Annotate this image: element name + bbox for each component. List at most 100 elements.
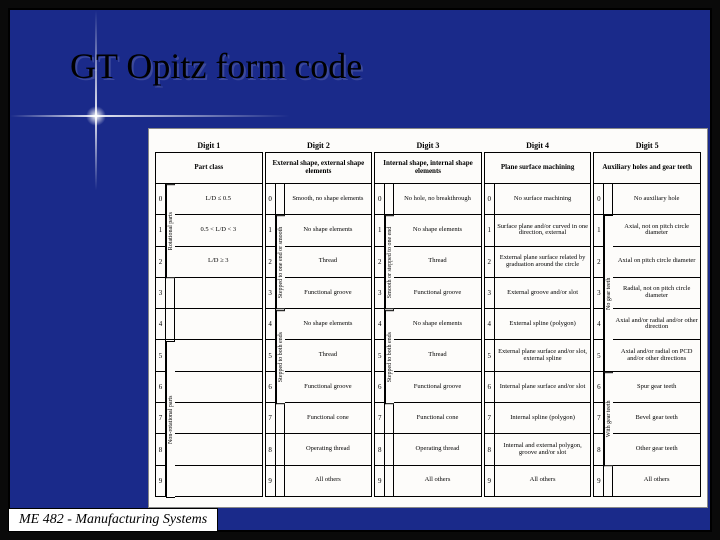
column-header: Auxiliary holes and gear teeth xyxy=(593,152,701,184)
cell-value: Thread xyxy=(394,340,481,370)
table-row: 6Internal plane surface and/or slot xyxy=(485,371,591,402)
vlabel-gutter xyxy=(276,466,285,496)
cell-value: Internal plane surface and/or slot xyxy=(495,372,591,402)
vertical-group-label: Rotational parts xyxy=(166,184,175,278)
slide-title: GT Opitz form code xyxy=(70,45,362,87)
table-row: 8 Operating thread xyxy=(266,433,372,464)
digit-label: Digit 4 xyxy=(484,139,592,152)
row-index: 6 xyxy=(594,372,604,402)
table-row: 1Surface plane and/or curved in one dire… xyxy=(485,214,591,245)
cell-value: Internal and external polygon, groove an… xyxy=(495,434,591,464)
row-index: 7 xyxy=(594,403,604,433)
row-index: 3 xyxy=(156,278,166,308)
cell-value: 0.5 < L/D < 3 xyxy=(175,215,262,245)
table-row: 2External plane surface related by gradu… xyxy=(485,246,591,277)
row-index: 5 xyxy=(156,340,166,370)
row-index: 6 xyxy=(375,372,385,402)
row-index: 6 xyxy=(156,372,166,402)
row-index: 3 xyxy=(266,278,276,308)
row-index: 4 xyxy=(485,309,495,339)
table-row: 7Internal spline (polygon) xyxy=(485,402,591,433)
row-index: 0 xyxy=(375,184,385,214)
row-index: 7 xyxy=(485,403,495,433)
vertical-group-label: Stepped to one end or smooth xyxy=(276,215,285,309)
row-index: 1 xyxy=(266,215,276,245)
cell-value: Operating thread xyxy=(394,434,481,464)
cell-value: Functional groove xyxy=(394,278,481,308)
digit-column: Digit 3Internal shape, internal shape el… xyxy=(374,139,482,497)
cell-value xyxy=(175,340,262,370)
cell-value: External plane surface and/or slot, exte… xyxy=(495,340,591,370)
table-row: 0No auxiliary hole xyxy=(594,184,700,214)
cell-value: Bevel gear teeth xyxy=(613,403,700,433)
row-index: 5 xyxy=(594,340,604,370)
row-index: 3 xyxy=(594,278,604,308)
digit-column: Digit 2External shape, external shape el… xyxy=(265,139,373,497)
cell-value: Functional groove xyxy=(285,278,372,308)
cell-value: No shape elements xyxy=(285,309,372,339)
cell-value xyxy=(175,309,262,339)
digit-label: Digit 5 xyxy=(593,139,701,152)
cell-value: Spur gear teeth xyxy=(613,372,700,402)
row-index: 8 xyxy=(266,434,276,464)
cell-value xyxy=(175,278,262,308)
table-row: 0No hole, no breakthrough xyxy=(375,184,481,214)
row-index: 6 xyxy=(266,372,276,402)
table-row: 7Functional cone xyxy=(266,402,372,433)
row-index: 2 xyxy=(594,247,604,277)
row-index: 8 xyxy=(594,434,604,464)
row-index: 5 xyxy=(375,340,385,370)
digit-label: Digit 3 xyxy=(374,139,482,152)
cell-value: Functional groove xyxy=(285,372,372,402)
row-index: 7 xyxy=(266,403,276,433)
lens-flare-core xyxy=(86,106,106,126)
cell-value: Functional cone xyxy=(394,403,481,433)
row-index: 7 xyxy=(375,403,385,433)
digit-label: Digit 2 xyxy=(265,139,373,152)
vlabel-gutter xyxy=(385,434,394,464)
row-index: 0 xyxy=(485,184,495,214)
cell-value: All others xyxy=(613,466,700,496)
vlabel-gutter xyxy=(276,403,285,433)
cell-value: Thread xyxy=(285,340,372,370)
digit-column: Digit 1Part class0L/D ≤ 0.510.5 < L/D < … xyxy=(155,139,263,497)
cell-value: Axial, not on pitch circle diameter xyxy=(613,215,700,245)
row-index: 0 xyxy=(266,184,276,214)
row-index: 0 xyxy=(156,184,166,214)
row-index: 4 xyxy=(266,309,276,339)
column-header: External shape, external shape elements xyxy=(265,152,373,184)
row-index: 9 xyxy=(375,466,385,496)
rows-container: 0No auxiliary hole1Axial, not on pitch c… xyxy=(593,184,701,497)
rows-container: 0L/D ≤ 0.510.5 < L/D < 32L/D ≥ 33456789R… xyxy=(155,184,263,497)
cell-value: No auxiliary hole xyxy=(613,184,700,214)
row-index: 2 xyxy=(266,247,276,277)
cell-value: Radial, not on pitch circle diameter xyxy=(613,278,700,308)
cell-value xyxy=(175,466,262,496)
vertical-group-label: Stepped to both ends xyxy=(385,310,394,404)
row-index: 5 xyxy=(266,340,276,370)
row-index: 2 xyxy=(156,247,166,277)
column-header: Plane surface machining xyxy=(484,152,592,184)
table-row: 4External spline (polygon) xyxy=(485,308,591,339)
cell-value: No shape elements xyxy=(285,215,372,245)
cell-value: Surface plane and/or curved in one direc… xyxy=(495,215,591,245)
cell-value: All others xyxy=(495,466,591,496)
table-row: 9All others xyxy=(485,465,591,496)
digit-column: Digit 4Plane surface machining0No surfac… xyxy=(484,139,592,497)
cell-value: No surface machining xyxy=(495,184,591,214)
cell-value: Internal spline (polygon) xyxy=(495,403,591,433)
cell-value xyxy=(175,403,262,433)
vertical-group-label: Smooth or stepped to one end xyxy=(385,215,394,309)
cell-value: Operating thread xyxy=(285,434,372,464)
table-row: 9All others xyxy=(266,465,372,496)
cell-value: Thread xyxy=(285,247,372,277)
cell-value: Axial on pitch circle diameter xyxy=(613,247,700,277)
cell-value xyxy=(175,434,262,464)
cell-value: External spline (polygon) xyxy=(495,309,591,339)
row-index: 9 xyxy=(485,466,495,496)
vlabel-gutter xyxy=(166,278,175,308)
row-index: 3 xyxy=(375,278,385,308)
vlabel-gutter xyxy=(276,184,285,214)
row-index: 4 xyxy=(156,309,166,339)
vlabel-gutter xyxy=(385,466,394,496)
